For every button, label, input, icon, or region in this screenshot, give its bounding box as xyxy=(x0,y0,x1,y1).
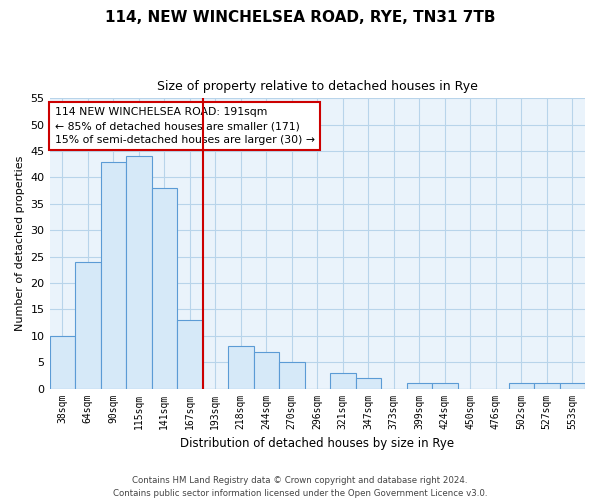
Bar xyxy=(432,384,458,388)
X-axis label: Distribution of detached houses by size in Rye: Distribution of detached houses by size … xyxy=(180,437,454,450)
Bar xyxy=(534,384,560,388)
Bar xyxy=(101,162,126,388)
Bar xyxy=(356,378,381,388)
Text: 114 NEW WINCHELSEA ROAD: 191sqm
← 85% of detached houses are smaller (171)
15% o: 114 NEW WINCHELSEA ROAD: 191sqm ← 85% of… xyxy=(55,107,315,145)
Text: Contains HM Land Registry data © Crown copyright and database right 2024.
Contai: Contains HM Land Registry data © Crown c… xyxy=(113,476,487,498)
Text: 114, NEW WINCHELSEA ROAD, RYE, TN31 7TB: 114, NEW WINCHELSEA ROAD, RYE, TN31 7TB xyxy=(105,10,495,25)
Bar xyxy=(126,156,152,388)
Bar xyxy=(152,188,177,388)
Y-axis label: Number of detached properties: Number of detached properties xyxy=(15,156,25,331)
Bar xyxy=(254,352,279,389)
Bar xyxy=(75,262,101,388)
Bar xyxy=(330,372,356,388)
Bar xyxy=(228,346,254,389)
Bar xyxy=(509,384,534,388)
Bar xyxy=(560,384,585,388)
Bar xyxy=(407,384,432,388)
Title: Size of property relative to detached houses in Rye: Size of property relative to detached ho… xyxy=(157,80,478,93)
Bar xyxy=(279,362,305,388)
Bar xyxy=(177,320,203,388)
Bar xyxy=(50,336,75,388)
